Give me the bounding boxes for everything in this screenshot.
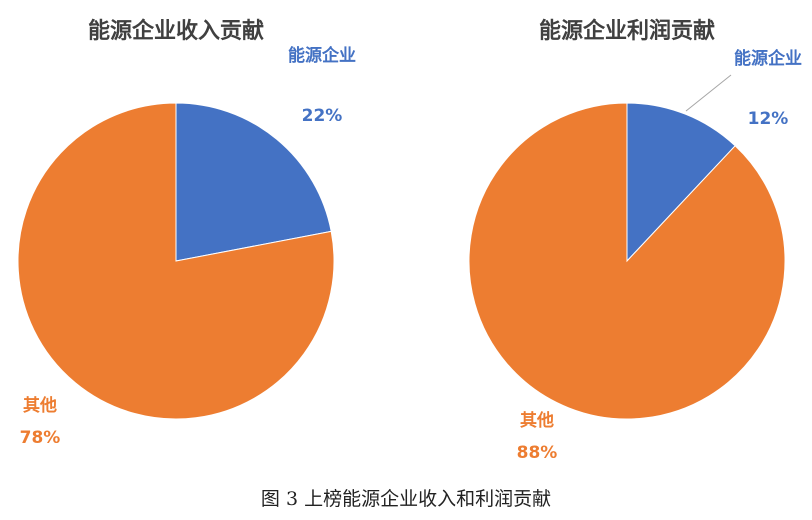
- slice-category-label: 能源企业: [734, 49, 802, 69]
- pie-slice: [17, 102, 335, 420]
- slice-value-label: 78%: [19, 428, 61, 448]
- charts: 能源企业收入贡献 能源企业利润贡献: [17, 18, 786, 420]
- pie-slice: [175, 102, 332, 262]
- slice-category-label: 其他: [23, 396, 57, 416]
- slice-value-label: 88%: [516, 443, 558, 463]
- chart-title: 能源企业利润贡献: [539, 18, 715, 44]
- slice-value-label: 22%: [301, 106, 343, 126]
- slice-category-label: 其他: [520, 411, 554, 431]
- pie-slice: [468, 102, 786, 420]
- chart-title: 能源企业收入贡献: [88, 18, 264, 44]
- slice-category-label: 能源企业: [288, 46, 356, 66]
- leader-line: [685, 74, 732, 112]
- slice-value-label: 12%: [747, 109, 789, 129]
- caption: 图 3 上榜能源企业收入和利润贡献: [260, 488, 552, 510]
- pie-slice: [626, 102, 736, 263]
